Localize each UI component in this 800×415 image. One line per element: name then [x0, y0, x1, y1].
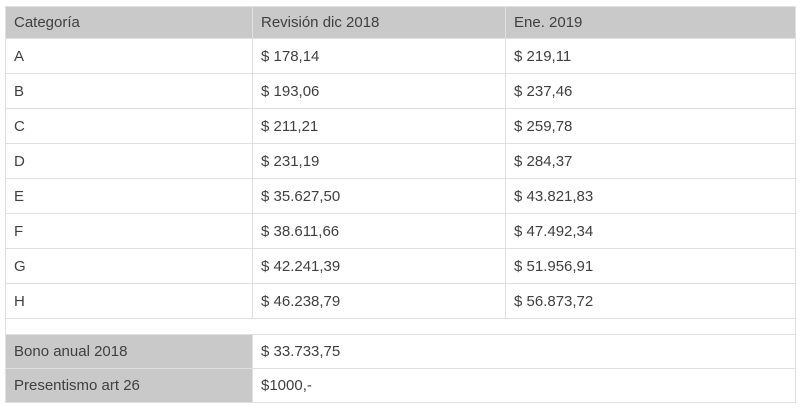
revision-value-cell: $ 35.627,50 [252, 178, 506, 214]
spacer-row [5, 318, 796, 335]
table-row-e: E $ 35.627,50 $ 43.821,83 [5, 178, 796, 214]
revision-value-cell: $ 231,19 [252, 143, 506, 179]
bonus-label-cell: Bono anual 2018 [5, 334, 253, 369]
revision-value-cell: $ 193,06 [252, 73, 506, 109]
category-cell: F [5, 213, 253, 249]
category-cell: H [5, 283, 253, 319]
presentismo-label-cell: Presentismo art 26 [5, 368, 253, 403]
ene-value-cell: $ 51.956,91 [505, 248, 796, 284]
ene-value-cell: $ 237,46 [505, 73, 796, 109]
spacer-cell [5, 318, 796, 335]
ene-value-cell: $ 284,37 [505, 143, 796, 179]
category-cell: A [5, 38, 253, 74]
category-cell: C [5, 108, 253, 144]
category-cell: G [5, 248, 253, 284]
revision-value-cell: $ 38.611,66 [252, 213, 506, 249]
bonus-value-cell: $ 33.733,75 [252, 334, 796, 369]
ene-value-cell: $ 56.873,72 [505, 283, 796, 319]
header-row: Categoría Revisión dic 2018 Ene. 2019 [5, 6, 796, 39]
ene-value-cell: $ 43.821,83 [505, 178, 796, 214]
category-cell: E [5, 178, 253, 214]
presentismo-row: Presentismo art 26 $1000,- [5, 368, 796, 403]
table-row-f: F $ 38.611,66 $ 47.492,34 [5, 213, 796, 249]
table-row-a: A $ 178,14 $ 219,11 [5, 38, 796, 74]
bonus-row: Bono anual 2018 $ 33.733,75 [5, 334, 796, 369]
table-row-d: D $ 231,19 $ 284,37 [5, 143, 796, 179]
revision-value-cell: $ 46.238,79 [252, 283, 506, 319]
revision-value-cell: $ 178,14 [252, 38, 506, 74]
header-cell-categoria: Categoría [5, 6, 253, 39]
table-row-b: B $ 193,06 $ 237,46 [5, 73, 796, 109]
header-cell-ene-2019: Ene. 2019 [505, 6, 796, 39]
presentismo-value-cell: $1000,- [252, 368, 796, 403]
revision-value-cell: $ 42.241,39 [252, 248, 506, 284]
revision-value-cell: $ 211,21 [252, 108, 506, 144]
category-cell: D [5, 143, 253, 179]
table-row-c: C $ 211,21 $ 259,78 [5, 108, 796, 144]
table-row-h: H $ 46.238,79 $ 56.873,72 [5, 283, 796, 319]
table-row-g: G $ 42.241,39 $ 51.956,91 [5, 248, 796, 284]
ene-value-cell: $ 259,78 [505, 108, 796, 144]
ene-value-cell: $ 47.492,34 [505, 213, 796, 249]
ene-value-cell: $ 219,11 [505, 38, 796, 74]
categories-table: Categoría Revisión dic 2018 Ene. 2019 A … [5, 6, 796, 403]
category-cell: B [5, 73, 253, 109]
header-cell-revision-dic-2018: Revisión dic 2018 [252, 6, 506, 39]
